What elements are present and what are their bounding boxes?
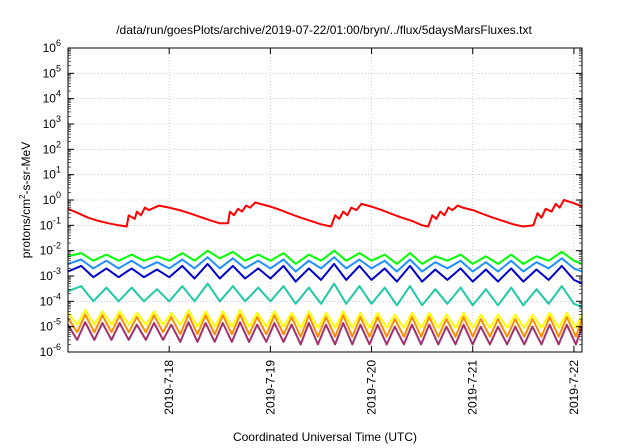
y-tick-label: 102 bbox=[43, 139, 61, 156]
flux-series-line-8 bbox=[67, 321, 583, 346]
y-tick-label: 104 bbox=[43, 89, 61, 106]
y-tick-label: 100 bbox=[43, 190, 61, 207]
flux-series-line-6 bbox=[67, 309, 583, 329]
x-axis-ticks: 2019-7-18 2019-7-19 2019-7-20 2019-7-21 2019… bbox=[162, 48, 581, 415]
flux-series-line-5 bbox=[67, 282, 583, 308]
x-tick-label: 2019-7-19 bbox=[263, 360, 277, 415]
y-tick-label: 10-6 bbox=[40, 342, 61, 359]
y-axis-ticks: 10-6 10-5 10-4 10-3 10-2 10-1 100 101 102 103 104 1… bbox=[40, 38, 582, 359]
y-axis-label: protons/cm2-s-sr-MeV bbox=[18, 142, 33, 258]
x-axis-label: Coordinated Universal Time (UTC) bbox=[233, 430, 417, 444]
chart-title: /data/run/goesPlots/archive/2019-07-22/0… bbox=[116, 23, 532, 37]
y-tick-label: 10-1 bbox=[40, 215, 61, 232]
plot-frame bbox=[67, 47, 583, 353]
y-tick-label: 10-2 bbox=[40, 241, 61, 258]
flux-series-line-3 bbox=[67, 256, 583, 273]
series-layer bbox=[67, 199, 583, 346]
y-tick-label: 10-4 bbox=[40, 291, 61, 308]
flux-series-line-1 bbox=[67, 199, 583, 228]
flux-series-line-7 bbox=[67, 313, 583, 338]
y-tick-label: 10-3 bbox=[40, 266, 61, 283]
grid-lines bbox=[68, 48, 582, 352]
y-tick-label: 10-5 bbox=[40, 317, 61, 334]
y-tick-label: 101 bbox=[43, 165, 61, 182]
y-tick-label: 103 bbox=[43, 114, 61, 131]
x-tick-label: 2019-7-18 bbox=[162, 360, 176, 415]
flux-series-line-4 bbox=[67, 262, 583, 285]
x-tick-label: 2019-7-22 bbox=[567, 360, 581, 415]
y-tick-label: 106 bbox=[43, 38, 61, 55]
flux-series-line-2 bbox=[67, 249, 583, 265]
x-tick-label: 2019-7-20 bbox=[365, 360, 379, 415]
y-tick-label: 105 bbox=[43, 63, 61, 80]
x-tick-label: 2019-7-21 bbox=[466, 360, 480, 415]
